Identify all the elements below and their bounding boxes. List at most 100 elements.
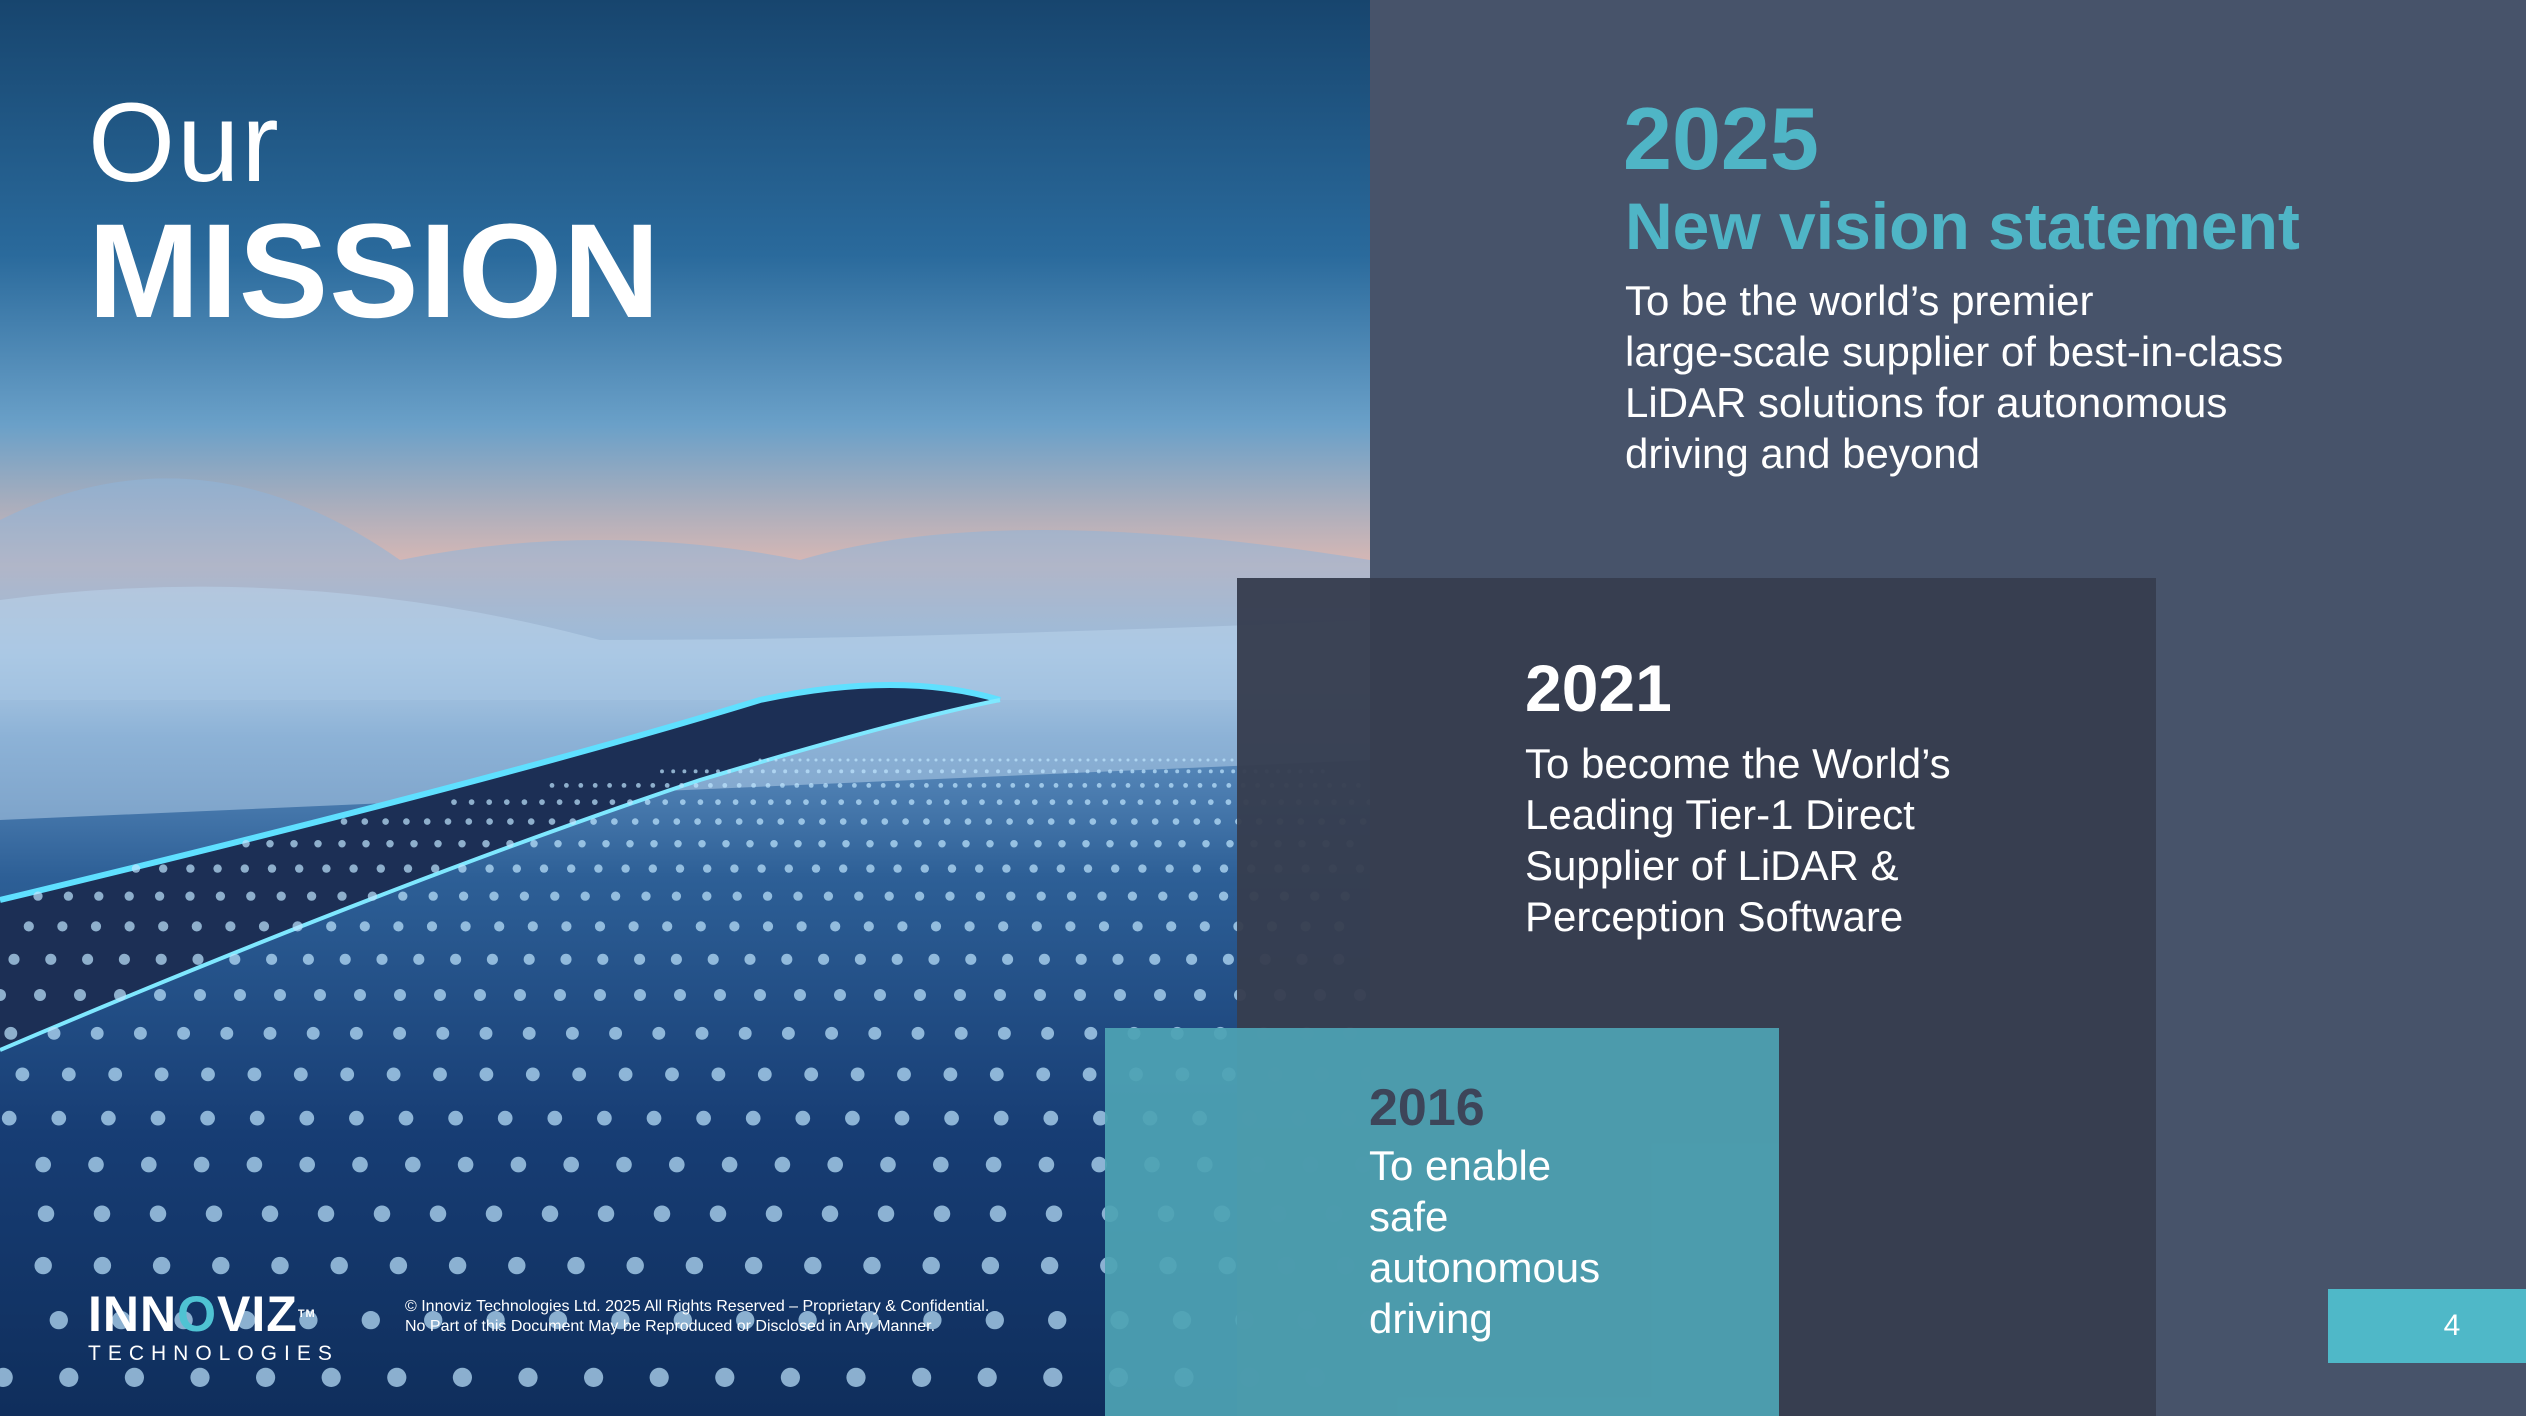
decor-dot: [714, 989, 726, 1001]
decor-dot: [448, 1256, 467, 1275]
decor-dot: [798, 758, 802, 762]
decor-dot: [981, 1256, 1000, 1275]
decor-dot: [839, 769, 844, 774]
decor-dot: [90, 921, 102, 932]
decor-dot: [967, 783, 972, 788]
decor-dot: [405, 1156, 421, 1173]
decor-dot: [973, 769, 978, 774]
decor-dot: [890, 840, 898, 848]
decor-dot: [997, 1026, 1011, 1040]
decor-dot: [954, 989, 966, 1001]
decor-dot: [962, 769, 967, 774]
decor-dot: [393, 1026, 407, 1040]
decor-dot: [811, 864, 821, 873]
decor-dot: [794, 840, 802, 848]
decor-dot: [671, 891, 682, 901]
decor-dot: [403, 864, 413, 873]
decor-dot: [784, 864, 793, 873]
decor-dot: [780, 783, 785, 788]
mission-2021-text: To become the World’s Leading Tier-1 Dire…: [1525, 740, 1951, 940]
decor-dot: [762, 891, 773, 901]
decor-dot: [63, 891, 74, 901]
decor-dot: [597, 1110, 612, 1126]
decor-dot: [1034, 840, 1042, 848]
decor-dot: [711, 1067, 726, 1082]
decor-dot: [47, 1026, 61, 1040]
decor-dot: [561, 921, 572, 932]
decor-dot: [693, 769, 698, 774]
decor-dot: [821, 1205, 839, 1222]
decor-dot: [958, 758, 962, 762]
decor-dot: [1186, 769, 1191, 774]
decor-dot: [578, 783, 584, 788]
decor-dot: [49, 1311, 68, 1330]
road-illustration: [0, 478, 1370, 1387]
decor-dot: [1178, 840, 1186, 848]
year-2021: 2021: [1525, 651, 1672, 725]
decor-dot: [82, 953, 94, 965]
decor-dot: [194, 989, 206, 1001]
decor-dot: [954, 1026, 968, 1040]
decor-dot: [765, 1205, 783, 1222]
decor-dot: [1093, 1110, 1108, 1126]
decor-dot: [295, 864, 304, 873]
decor-dot: [554, 989, 566, 1001]
decor-dot: [781, 1026, 795, 1040]
decor-dot: [61, 1067, 76, 1082]
decor-dot: [721, 1156, 738, 1173]
decor-dot: [878, 758, 882, 762]
decor-dot: [108, 1067, 123, 1082]
decor-dot: [444, 818, 452, 825]
decor-dot: [923, 1311, 942, 1330]
decor-dot: [1158, 758, 1162, 762]
decor-dot: [793, 891, 803, 901]
decor-dot: [1068, 818, 1076, 825]
decor-dot: [1039, 783, 1044, 788]
decor-dot: [229, 953, 241, 965]
decor-dot: [141, 1156, 157, 1173]
decor-dot: [866, 840, 874, 848]
decor-dot: [627, 799, 633, 806]
decor-dot: [213, 864, 222, 873]
decor-dot: [770, 840, 778, 848]
decor-dot: [1029, 864, 1038, 873]
decor-dot: [917, 769, 922, 774]
decor-dot: [1038, 1156, 1055, 1173]
decor-dot: [884, 891, 894, 901]
decor-dot: [798, 818, 805, 825]
decor-dot: [1082, 1067, 1097, 1082]
decor-dot: [1002, 953, 1014, 965]
decor-dot: [352, 1156, 368, 1173]
innoviz-logo: INNOVIZTM TECHNOLOGIES: [88, 1286, 339, 1365]
decor-dot: [1040, 1256, 1059, 1275]
decor-dot: [4, 1026, 18, 1040]
decor-dot: [985, 818, 993, 825]
decor-dot: [709, 1205, 727, 1222]
decor-dot: [59, 1367, 79, 1387]
decor-dot: [648, 864, 657, 873]
decor-dot: [429, 1205, 447, 1222]
decor-dot: [1036, 891, 1046, 901]
decor-dot: [736, 783, 742, 788]
decor-dot: [649, 1367, 669, 1387]
decor-dot: [1106, 840, 1114, 848]
decor-dot: [1174, 758, 1178, 762]
decor-dot: [382, 818, 389, 825]
decor-dot: [933, 1205, 951, 1222]
decor-dot: [1149, 953, 1161, 965]
decor-dot: [1154, 989, 1166, 1001]
decor-dot: [1082, 840, 1090, 848]
decor-dot: [548, 1311, 568, 1330]
decor-dot: [695, 921, 706, 932]
decor-dot: [185, 891, 195, 901]
decor-dot: [394, 989, 406, 1001]
decor-dot: [1065, 921, 1076, 932]
decor-dot: [486, 818, 493, 825]
decor-dot: [1036, 1067, 1051, 1082]
decor-dot: [94, 891, 104, 901]
decor-dot: [1222, 953, 1234, 965]
decor-dot: [1110, 758, 1114, 762]
decor-dot: [190, 1367, 210, 1387]
copyright-notice: © Innoviz Technologies Ltd. 2025 All Rig…: [405, 1298, 990, 1335]
decor-dot: [854, 758, 858, 762]
